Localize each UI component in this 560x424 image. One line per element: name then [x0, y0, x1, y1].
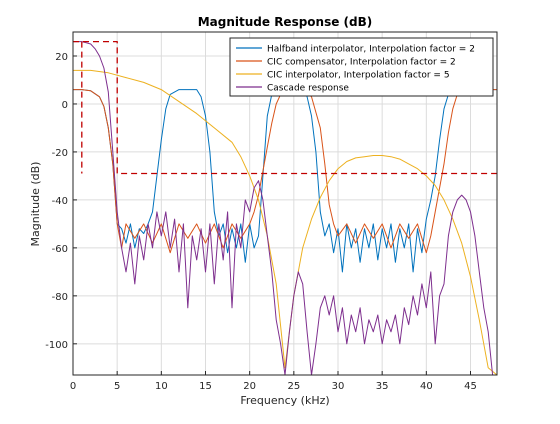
x-tick-label: 5 [114, 381, 120, 392]
y-tick-label: -20 [52, 148, 68, 159]
x-ticks: 0 5 10 15 20 25 30 35 40 45 [70, 371, 477, 392]
x-axis-label: Frequency (kHz) [240, 394, 329, 407]
chart-title: Magnitude Response (dB) [198, 15, 373, 29]
legend-box [229, 37, 494, 97]
y-tick-label: 0 [62, 100, 68, 111]
x-tick-label: 35 [376, 381, 389, 392]
series-line-4 [73, 41, 497, 375]
x-tick-label: 10 [155, 381, 168, 392]
y-tick-label: 20 [55, 52, 68, 63]
plot-frame [72, 31, 498, 376]
x-tick-label: 20 [243, 381, 256, 392]
legend-entry-label: Halfband interpolator, Interpolation fac… [267, 45, 475, 55]
legend-entry-label: Cascade response [267, 84, 349, 94]
x-tick-label: 45 [464, 381, 477, 392]
x-tick-label: 0 [70, 381, 76, 392]
spec-mask-line [73, 40, 497, 175]
legend-entry-label: CIC compensator, Interpolation factor = … [267, 58, 456, 68]
y-tick-label: -40 [52, 196, 68, 207]
y-tick-label: -100 [45, 340, 68, 351]
x-tick-label: 30 [332, 381, 345, 392]
series-line-3 [73, 69, 497, 375]
legend: Halfband interpolator, Interpolation fac… [229, 37, 494, 97]
x-tick-label: 25 [287, 381, 300, 392]
y-axis-label: Magnitude (dB) [29, 162, 42, 247]
x-tick-label: 15 [199, 381, 212, 392]
y-tick-label: -60 [52, 244, 68, 255]
y-tick-label: -80 [52, 292, 68, 303]
x-tick-label: 40 [420, 381, 433, 392]
y-ticks: 20 0 -20 -40 -60 -80 -100 [45, 52, 77, 351]
legend-entry-label: CIC interpolator, Interpolation factor =… [267, 71, 450, 81]
